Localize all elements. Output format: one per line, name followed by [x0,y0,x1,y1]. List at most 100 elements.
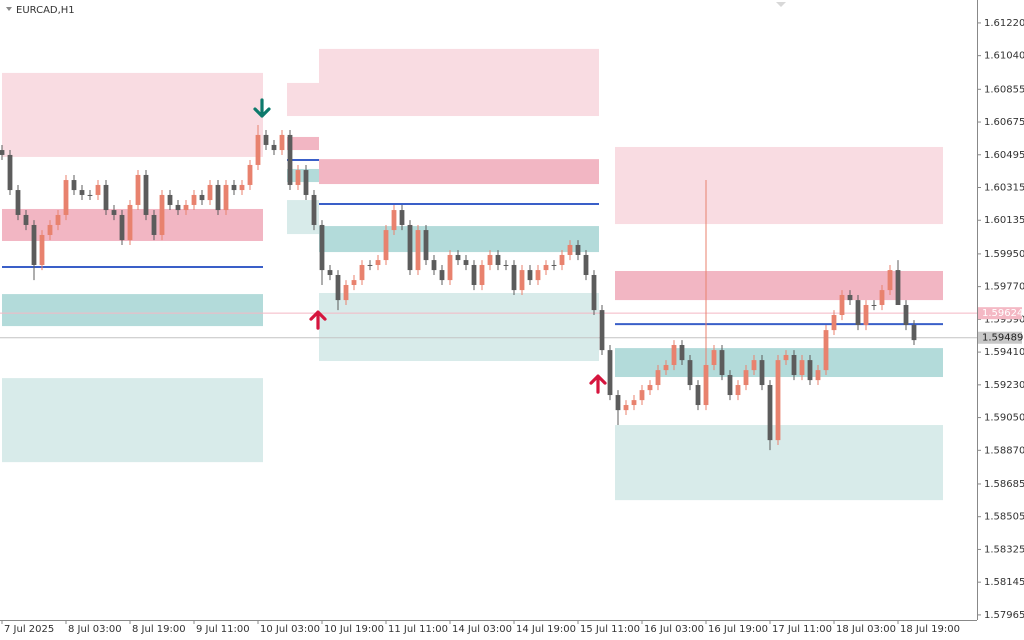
candle-body [367,264,373,266]
x-tick-label: 16 Jul 19:00 [708,624,768,635]
y-tick-label: 1.58145 [984,577,1024,588]
candle-body [895,270,901,305]
candle-body [215,184,221,211]
candle-body [167,194,173,205]
candle-body [55,214,61,225]
candle-body [639,390,645,401]
y-tick-label: 1.60495 [984,150,1024,161]
chart-title: EURCAD,H1 [16,5,75,16]
price-tag-label: 1.59624 [982,308,1023,319]
x-tick-label: 8 Jul 03:00 [68,624,122,635]
y-tick-label: 1.60675 [984,117,1024,128]
candle-body [407,224,413,271]
candle-body [447,254,453,281]
candle-body [527,270,533,281]
candle-body [15,190,21,215]
candle-body [303,170,309,195]
zone [287,82,319,117]
candle-body [471,264,477,285]
candle-body [631,400,637,406]
x-tick-label: 15 Jul 11:00 [580,624,640,635]
candle-body [847,294,853,301]
candle-body [823,330,829,371]
candle-body [327,270,333,275]
y-tick-label: 1.59230 [984,380,1024,391]
candle-body [135,174,141,205]
candle-body [279,134,285,151]
candle-body [703,365,709,406]
candle-body [431,260,437,271]
candle-body [591,274,597,311]
x-tick-label: 17 Jul 11:00 [772,624,832,635]
candle-body [671,345,677,366]
candle-body [255,134,261,165]
candle-body [287,134,293,185]
candle-body [7,154,13,191]
candle-body [799,360,805,376]
x-tick-label: 16 Jul 03:00 [644,624,704,635]
candle-body [599,310,605,351]
candle-body [391,210,397,231]
candle-body [47,224,53,235]
candle-body [247,164,253,185]
y-tick-label: 1.60135 [984,215,1024,226]
zone [2,208,263,241]
candle-body [39,234,45,265]
candle-body [479,264,485,285]
y-tick-label: 1.61040 [984,51,1024,62]
x-tick-label: 14 Jul 03:00 [452,624,512,635]
y-tick-label: 1.61220 [984,18,1024,29]
candle-body [415,230,421,271]
candle-body [727,375,733,396]
menu-triangle[interactable] [6,7,12,11]
candle-body [655,370,661,386]
candle-body [455,254,461,261]
price-tag [978,331,1022,344]
x-tick-label: 18 Jul 19:00 [900,624,960,635]
y-tick-label: 1.57965 [984,610,1024,621]
y-tick-label: 1.59410 [984,347,1024,358]
candle-body [0,150,5,155]
candle-body [687,360,693,386]
candle-body [871,304,877,306]
candle-body [487,254,493,265]
candle-body [839,294,845,316]
candle-body [295,170,301,185]
candle-body [159,194,165,235]
candle-body [223,184,229,211]
y-tick-label: 1.59950 [984,249,1024,260]
candle-body [399,210,405,225]
zone [319,226,599,253]
candle-body [559,254,565,265]
x-tick-label: 14 Jul 19:00 [516,624,576,635]
candle-body [903,304,909,326]
candle-body [151,214,157,235]
zone [287,136,319,151]
candle-body [511,264,517,291]
candle-body [351,280,357,285]
candle-body [879,290,885,305]
candle-body [207,184,213,201]
candle-body [831,315,837,331]
x-tick-label: 7 Jul 2025 [4,624,54,635]
candle-body [583,254,589,275]
candle-body [775,360,781,441]
x-tick-label: 10 Jul 19:00 [324,624,384,635]
y-tick-label: 1.60315 [984,183,1024,194]
candle-body [607,350,613,396]
candle-body [343,284,349,301]
x-tick-label: 18 Jul 03:00 [836,624,896,635]
zone [2,294,263,327]
candle-body [815,370,821,381]
zone [319,159,599,185]
candle-body [239,184,245,191]
candle-body [743,370,749,386]
zone [319,48,599,117]
y-tick-label: 1.59590 [984,314,1024,325]
candle-body [79,190,85,195]
candle-body [271,144,277,151]
candle-body [495,254,501,265]
candle-body [679,345,685,361]
scroll-marker [776,2,786,7]
